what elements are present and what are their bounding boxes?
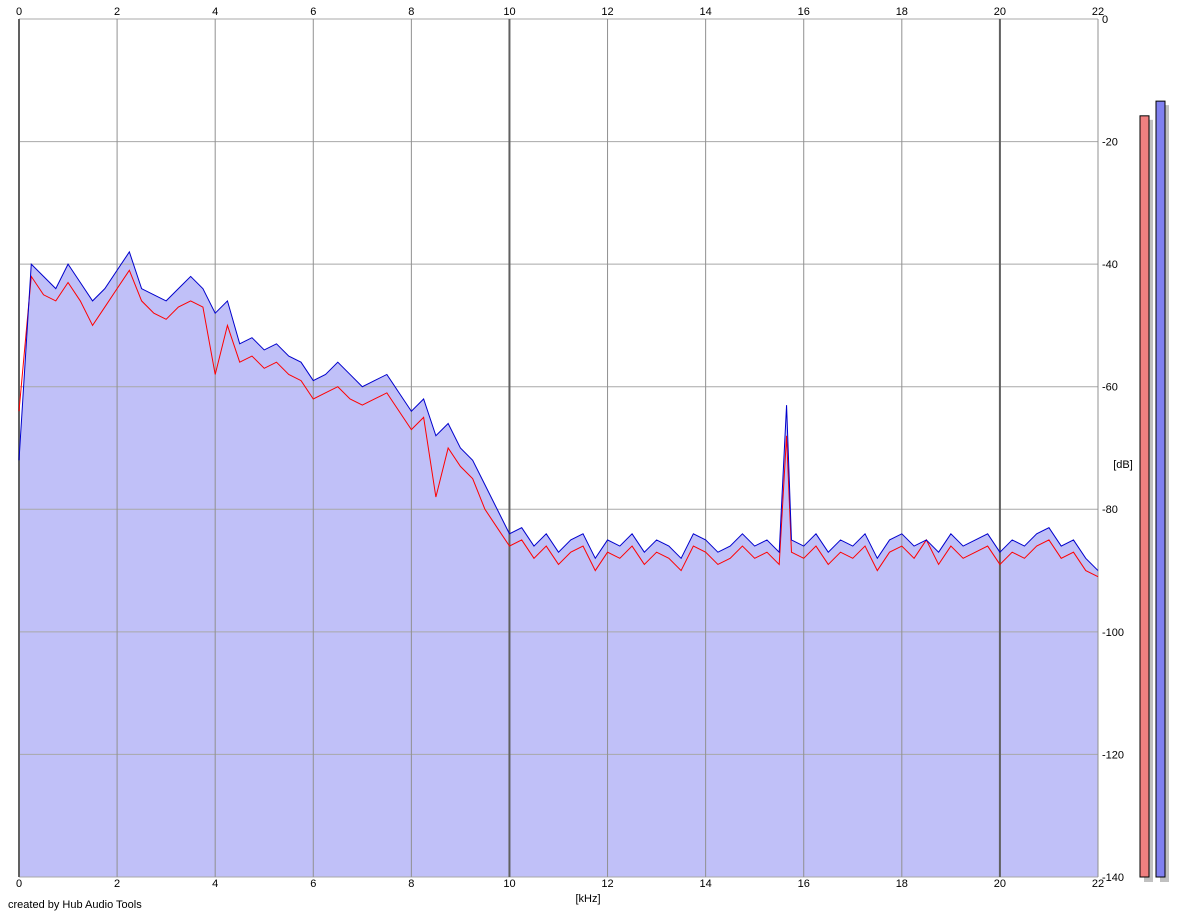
x-tick-label-top: 4 [212, 6, 218, 18]
level-meter [1139, 115, 1150, 878]
y-tick-label: -120 [1102, 749, 1124, 761]
x-tick-label: 14 [700, 878, 712, 890]
x-tick-label: 8 [408, 878, 414, 890]
y-tick-label: -20 [1102, 136, 1118, 148]
x-tick-label-top: 18 [896, 6, 908, 18]
x-tick-label: 0 [16, 878, 22, 890]
x-tick-label: 12 [601, 878, 613, 890]
x-tick-label: 10 [503, 878, 515, 890]
level-meter [1155, 100, 1166, 878]
x-tick-label-top: 12 [601, 6, 613, 18]
x-tick-label-top: 14 [700, 6, 712, 18]
spectrum-line [18, 269, 1099, 578]
x-tick-label-top: 2 [114, 6, 120, 18]
x-tick-label: 18 [896, 878, 908, 890]
x-tick-label: 6 [310, 878, 316, 890]
x-tick-label: 16 [798, 878, 810, 890]
x-tick-label-top: 0 [16, 6, 22, 18]
x-tick-label: 20 [994, 878, 1006, 890]
y-tick-label: -100 [1102, 627, 1124, 639]
x-tick-label-top: 16 [798, 6, 810, 18]
x-tick-label-top: 10 [503, 6, 515, 18]
x-tick-label-top: 6 [310, 6, 316, 18]
x-tick-label-top: 20 [994, 6, 1006, 18]
y-tick-label: -60 [1102, 382, 1118, 394]
y-axis-label: [dB] [1113, 459, 1133, 471]
x-tick-label: 22 [1092, 878, 1104, 890]
x-axis-label: [kHz] [575, 893, 600, 905]
footer: created by Hub Audio Tools [8, 899, 142, 911]
y-tick-label: -40 [1102, 259, 1118, 271]
x-tick-label-top: 22 [1092, 6, 1104, 18]
x-tick-label-top: 8 [408, 6, 414, 18]
y-tick-label: 0 [1102, 14, 1108, 26]
x-tick-label: 4 [212, 878, 218, 890]
x-tick-label: 2 [114, 878, 120, 890]
spectrum-line [18, 250, 1099, 571]
y-tick-label: -80 [1102, 504, 1118, 516]
y-tick-label: -140 [1102, 872, 1124, 884]
